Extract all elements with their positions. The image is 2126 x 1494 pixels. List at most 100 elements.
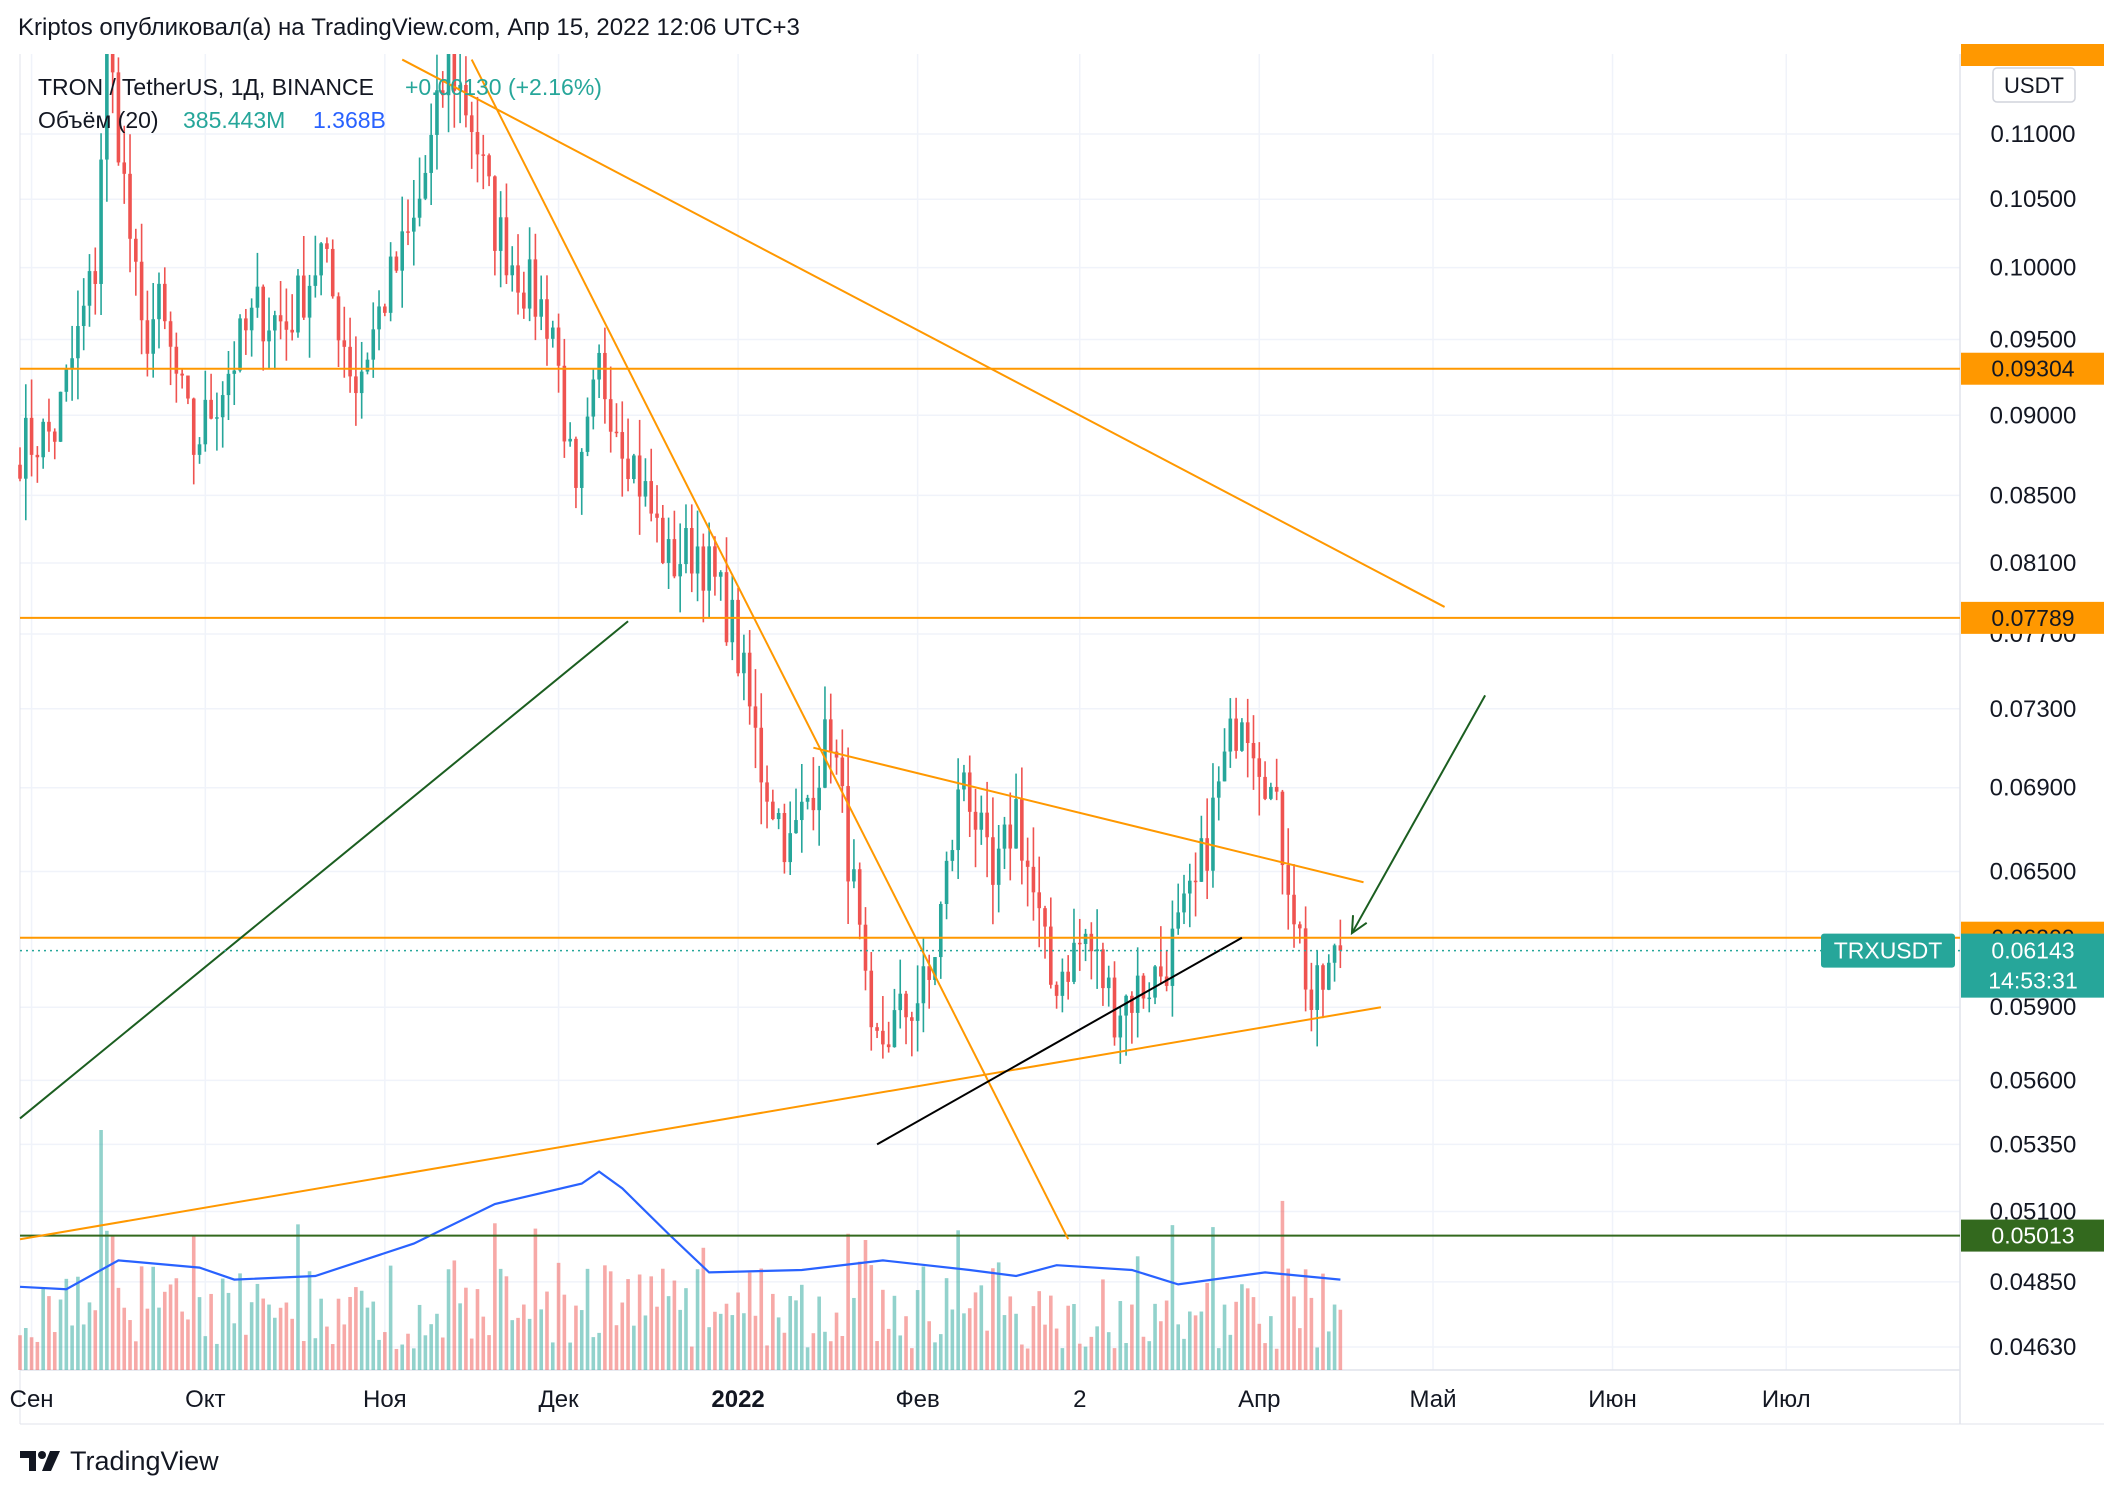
candle-body: [330, 248, 335, 297]
volume-bar: [765, 1345, 769, 1370]
candle-body: [689, 528, 694, 574]
arrow-drawing[interactable]: [1351, 694, 1487, 934]
candle-body: [371, 329, 376, 360]
last-price-marker: TRXUSDT 0.06143 14:53:31: [20, 933, 2104, 998]
volume-bar: [533, 1228, 538, 1370]
volume-bar: [585, 1268, 590, 1370]
volume-bar: [950, 1309, 955, 1370]
currency-button[interactable]: USDT: [1992, 67, 2076, 103]
candle-body: [64, 368, 69, 392]
candle-body: [944, 860, 949, 904]
volume-bar: [498, 1268, 503, 1370]
volume-bar: [921, 1266, 926, 1370]
volume-bar: [944, 1278, 949, 1370]
candle-body: [1274, 786, 1279, 792]
volume-bar: [1321, 1273, 1325, 1370]
volume-bar: [122, 1307, 127, 1370]
candle-body: [417, 198, 422, 218]
candle-body: [666, 539, 671, 563]
volume-bar: [1118, 1301, 1123, 1370]
volume-bar: [435, 1313, 439, 1370]
candle-body: [742, 652, 746, 674]
price-levels[interactable]: [20, 367, 1960, 1237]
candle-body: [1332, 945, 1337, 963]
volume-bar: [898, 1335, 903, 1370]
currency-button-label[interactable]: USDT: [2004, 73, 2064, 98]
volume-bar: [1332, 1304, 1337, 1370]
volume-bar: [29, 1337, 34, 1370]
time-tick-label: Дек: [539, 1386, 580, 1413]
volume-bar: [643, 1315, 648, 1370]
candle-body: [805, 797, 810, 802]
volume-bar: [620, 1302, 625, 1370]
volume-ma: [19, 1170, 1341, 1291]
candle-body: [180, 373, 184, 376]
candle-body: [58, 391, 63, 442]
candle-body: [134, 238, 138, 262]
candle-body: [1228, 718, 1233, 752]
volume-bar: [574, 1305, 578, 1370]
candle-body: [278, 315, 283, 322]
candle-body: [799, 801, 804, 821]
trendline[interactable]: [876, 936, 1243, 1146]
volume-bar: [1286, 1268, 1291, 1370]
volume-bar: [649, 1276, 654, 1370]
volume-bar: [1020, 1344, 1024, 1370]
volume-bar: [881, 1289, 885, 1370]
candle-body: [1008, 824, 1013, 849]
candle-body: [1234, 718, 1238, 751]
candle-body: [267, 330, 271, 342]
candle-body: [996, 848, 1001, 885]
volume-bar: [1153, 1303, 1157, 1370]
candle-body: [962, 772, 966, 790]
price-level-badge-top-mask: [1961, 66, 1986, 70]
volume-bar: [105, 1230, 109, 1370]
trendline[interactable]: [19, 1006, 1382, 1241]
candle-body: [365, 359, 370, 372]
volume-bar: [1222, 1304, 1227, 1370]
volume-bar: [1245, 1288, 1250, 1370]
candle-body: [81, 305, 86, 327]
time-tick-label: Сен: [10, 1386, 54, 1413]
volume-bar: [278, 1307, 283, 1370]
candle-body: [910, 1017, 914, 1021]
candle-body: [99, 159, 103, 284]
candle-body: [301, 275, 306, 318]
trendline[interactable]: [401, 58, 1446, 608]
candle-body: [1054, 984, 1059, 996]
candle-body: [1199, 838, 1204, 882]
currency-button-box[interactable]: [1992, 67, 2076, 103]
candles: [18, 54, 1343, 1064]
volume-bar: [464, 1287, 468, 1370]
tradingview-logo[interactable]: TradingView: [20, 1445, 219, 1477]
candle-body: [290, 329, 294, 333]
trendline[interactable]: [19, 620, 629, 1120]
candle-body: [284, 321, 289, 330]
volume-bar: [742, 1313, 746, 1370]
candle-body: [730, 599, 735, 643]
volume-bar: [139, 1266, 144, 1370]
candle-body: [591, 379, 596, 417]
volume-bar: [834, 1312, 839, 1370]
candle-body: [139, 261, 144, 321]
candle-body: [608, 399, 613, 432]
volume-bar: [232, 1323, 237, 1370]
volume-bar: [910, 1348, 914, 1370]
time-tick-label: 2022: [711, 1386, 764, 1413]
volume-bar: [290, 1318, 294, 1370]
trendline[interactable]: [813, 746, 1364, 884]
candle-body: [1205, 838, 1209, 871]
time-tick-label: Ноя: [363, 1386, 407, 1413]
candle-body: [1240, 722, 1244, 751]
trendline[interactable]: [470, 59, 1070, 1240]
volume-bar: [1083, 1346, 1088, 1370]
candle-body: [1124, 995, 1128, 1016]
volume-bar: [1008, 1296, 1013, 1370]
volume-bar: [215, 1343, 219, 1370]
candle-body: [1286, 865, 1291, 895]
drawings[interactable]: [19, 58, 1487, 1241]
volume-bar: [1106, 1332, 1111, 1370]
volume-bar: [273, 1317, 277, 1370]
candle-body: [637, 455, 642, 497]
